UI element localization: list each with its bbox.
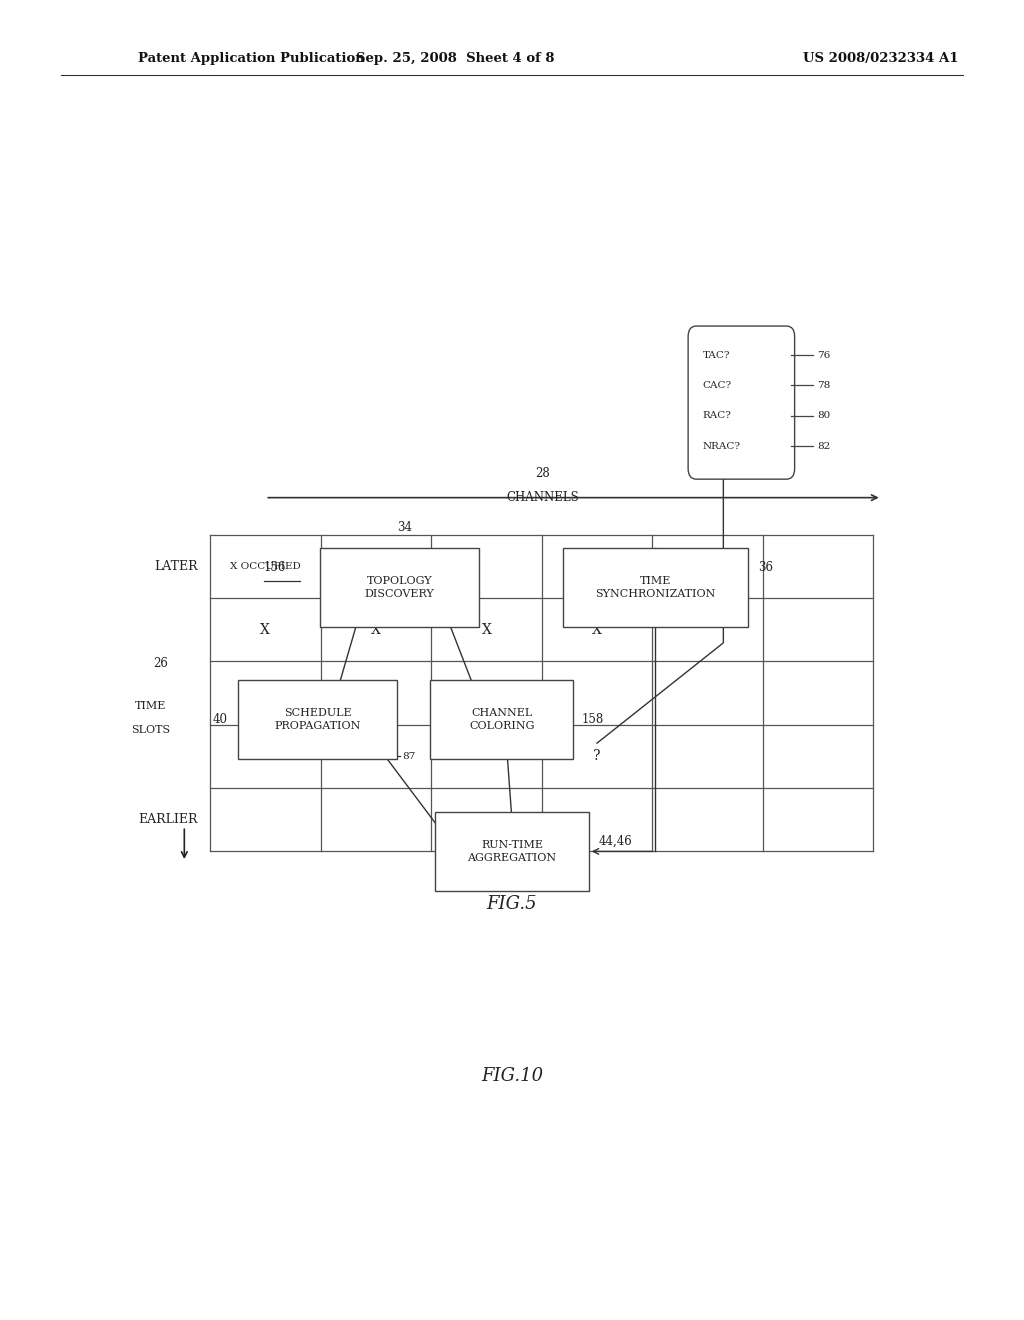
Text: ?: ? xyxy=(593,750,601,763)
Text: 82: 82 xyxy=(817,442,830,450)
Text: LATER: LATER xyxy=(154,560,198,573)
Text: X: X xyxy=(481,750,492,763)
Text: TOPOLOGY
DISCOVERY: TOPOLOGY DISCOVERY xyxy=(365,576,434,599)
Text: EARLIER: EARLIER xyxy=(138,813,198,826)
Text: X: X xyxy=(481,623,492,636)
Text: 156: 156 xyxy=(264,561,286,574)
Bar xyxy=(563,548,748,627)
Text: RUN-TIME
AGGREGATION: RUN-TIME AGGREGATION xyxy=(467,840,557,863)
Text: TIME
SYNCHRONIZATION: TIME SYNCHRONIZATION xyxy=(595,576,716,599)
Text: Patent Application Publication: Patent Application Publication xyxy=(138,51,365,65)
Bar xyxy=(319,548,479,627)
Text: RAC?: RAC? xyxy=(702,412,731,420)
Text: 87: 87 xyxy=(512,752,525,760)
Text: CHANNELS: CHANNELS xyxy=(506,491,580,504)
Text: 87: 87 xyxy=(291,752,304,760)
Bar xyxy=(238,680,396,759)
Text: TAC?: TAC? xyxy=(702,351,730,359)
Text: 80: 80 xyxy=(817,412,830,420)
Text: PARENT: PARENT xyxy=(243,689,288,697)
Text: 26: 26 xyxy=(154,657,169,671)
Text: X OCCUPIED: X OCCUPIED xyxy=(229,562,301,570)
Text: X: X xyxy=(592,623,602,636)
Text: 40: 40 xyxy=(213,713,227,726)
Text: 28: 28 xyxy=(536,467,550,480)
Text: X: X xyxy=(371,750,381,763)
Text: 85: 85 xyxy=(299,689,312,697)
Text: SCHEDULE
PROPAGATION: SCHEDULE PROPAGATION xyxy=(274,708,360,731)
Text: 34: 34 xyxy=(397,521,412,535)
Text: 87: 87 xyxy=(401,752,415,760)
Text: CAC?: CAC? xyxy=(702,381,731,389)
Text: X: X xyxy=(260,750,270,763)
Text: FIG.10: FIG.10 xyxy=(481,1067,543,1085)
Text: US 2008/0232334 A1: US 2008/0232334 A1 xyxy=(803,51,958,65)
Text: X: X xyxy=(371,623,381,636)
Text: TIME: TIME xyxy=(135,701,166,711)
Text: Sep. 25, 2008  Sheet 4 of 8: Sep. 25, 2008 Sheet 4 of 8 xyxy=(356,51,555,65)
Bar xyxy=(435,812,589,891)
Text: SLOTS: SLOTS xyxy=(131,725,170,735)
Text: FIG.5: FIG.5 xyxy=(486,895,538,913)
Text: X: X xyxy=(371,560,381,573)
Text: 36: 36 xyxy=(758,561,773,574)
FancyBboxPatch shape xyxy=(688,326,795,479)
Text: NRAC?: NRAC? xyxy=(702,442,740,450)
Bar xyxy=(430,680,573,759)
Text: CHANNEL
COLORING: CHANNEL COLORING xyxy=(469,708,535,731)
Text: 78: 78 xyxy=(817,381,830,389)
Text: 158: 158 xyxy=(582,713,604,726)
Text: X: X xyxy=(260,623,270,636)
Text: 76: 76 xyxy=(817,351,830,359)
Text: 44,46: 44,46 xyxy=(599,834,633,847)
